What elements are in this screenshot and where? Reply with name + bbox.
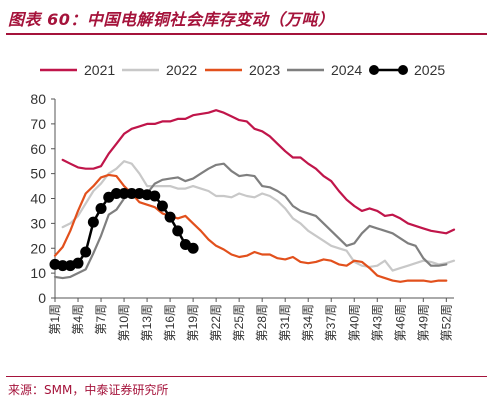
series-line-2023 <box>53 173 448 283</box>
data-point-2025 <box>72 257 84 269</box>
series-line-2022 <box>61 160 456 272</box>
x-tick-label: 第4周 <box>71 304 85 335</box>
data-point-2025 <box>156 200 168 212</box>
y-tick-label: 70 <box>30 116 46 132</box>
data-point-2025 <box>126 188 138 200</box>
x-tick-label: 第19周 <box>186 304 200 341</box>
x-tick-label: 第1周 <box>48 304 62 335</box>
data-point-2025 <box>164 211 176 223</box>
x-tick-label: 第37周 <box>324 304 338 341</box>
line-chart: 2021 2022 2023 2024 2025 0 10 20 30 40 50 60 70 80 第1… <box>30 62 456 341</box>
x-tick-label: 第49周 <box>416 304 430 341</box>
title-divider <box>6 33 487 35</box>
series-line-2021 <box>61 109 456 235</box>
y-tick-label: 30 <box>30 215 46 231</box>
y-tick-label: 80 <box>30 91 46 107</box>
x-tick-label: 第31周 <box>278 304 292 341</box>
x-tick-label: 第13周 <box>140 304 154 341</box>
y-tick-label: 60 <box>30 141 46 157</box>
y-tick-label: 50 <box>30 166 46 182</box>
data-point-2025 <box>149 190 161 202</box>
x-tick-label: 第34周 <box>301 304 315 341</box>
data-point-2025 <box>110 188 122 200</box>
x-tick-label: 第22周 <box>209 304 223 341</box>
legend-label-2022: 2022 <box>166 62 197 78</box>
chart-axes: 0 10 20 30 40 50 60 70 80 第1周 第4周 第7周 第10周 第13周 第16周 第1… <box>30 91 454 341</box>
x-tick-label: 第28周 <box>255 304 269 341</box>
series-line-2025 <box>53 192 195 267</box>
data-point-2025 <box>87 216 99 228</box>
legend-label-2025: 2025 <box>414 62 445 78</box>
legend-marker-2025 <box>398 65 408 75</box>
x-tick-label: 第46周 <box>393 304 407 341</box>
source-note: 来源：SMM，中泰证券研究所 <box>8 383 169 397</box>
x-tick-label: 第25周 <box>232 304 246 341</box>
figure-title: 图表 60：中国电解铜社会库存变动（万吨） <box>8 10 335 29</box>
chart-series <box>49 109 456 283</box>
legend-label-2024: 2024 <box>331 62 362 78</box>
x-tick-label: 第43周 <box>370 304 384 341</box>
legend-marker-2025 <box>369 65 379 75</box>
legend-label-2021: 2021 <box>84 62 115 78</box>
x-tick-label: 第16周 <box>163 304 177 341</box>
data-point-2025 <box>57 260 69 272</box>
data-point-2025 <box>187 242 199 254</box>
data-point-2025 <box>95 202 107 214</box>
x-tick-label: 第40周 <box>347 304 361 341</box>
x-tick-label: 第7周 <box>94 304 108 335</box>
chart-legend: 2021 2022 2023 2024 2025 <box>40 62 445 78</box>
data-point-2025 <box>80 246 92 258</box>
data-point-2025 <box>172 225 184 237</box>
y-tick-label: 10 <box>30 265 46 281</box>
y-tick-label: 40 <box>30 191 46 207</box>
legend-label-2023: 2023 <box>249 62 280 78</box>
source-divider <box>6 376 487 377</box>
y-tick-label: 0 <box>38 290 46 306</box>
data-point-2025 <box>118 188 130 200</box>
x-tick-label: 第52周 <box>439 304 453 341</box>
x-tick-label: 第10周 <box>117 304 131 341</box>
series-line-2024 <box>53 162 448 280</box>
y-tick-label: 20 <box>30 240 46 256</box>
